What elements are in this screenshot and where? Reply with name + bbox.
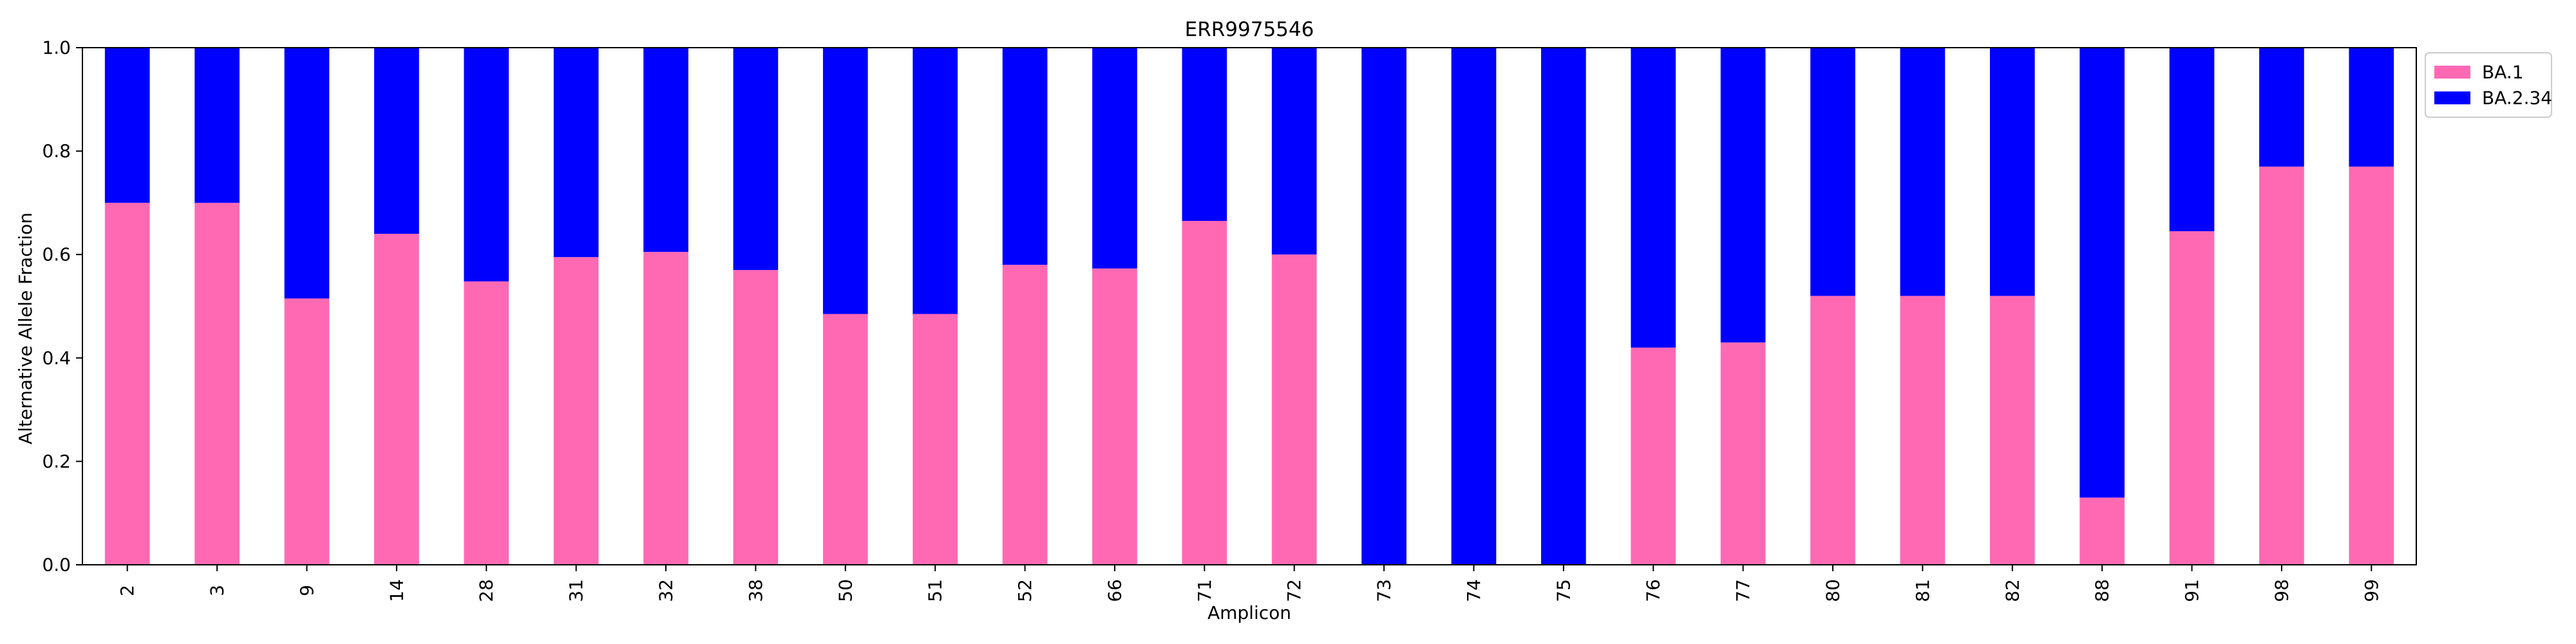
bar-BA.1-88	[2079, 497, 2125, 565]
bar-BA.2.34-51	[913, 48, 958, 314]
legend-label-BA.2.34: BA.2.34	[2482, 88, 2552, 109]
x-axis: 2 3 9 14 28 31 32 38 50 51 52 66 71 72 73 74 75 76 77 80 81 8…	[117, 565, 2382, 602]
x-tick-label: 75	[1553, 579, 1574, 602]
x-tick-label: 66	[1104, 579, 1125, 602]
x-tick-label: 72	[1283, 579, 1305, 602]
x-tick-label: 73	[1374, 579, 1395, 602]
bar-BA.2.34-99	[2349, 48, 2394, 167]
bar-BA.2.34-88	[2079, 48, 2125, 498]
bar-BA.2.34-32	[643, 48, 688, 252]
bar-BA.2.34-81	[1900, 48, 1946, 296]
bar-BA.2.34-76	[1631, 48, 1676, 348]
x-tick-label: 98	[2271, 579, 2292, 602]
x-axis-label: Amplicon	[1208, 602, 1291, 623]
x-tick-label: 28	[476, 579, 497, 602]
y-tick-label: 0.4	[42, 347, 71, 368]
bar-BA.2.34-72	[1271, 48, 1317, 255]
x-tick-label: 50	[835, 579, 856, 602]
x-tick-label: 82	[2002, 579, 2023, 602]
bar-BA.2.34-3	[194, 48, 240, 203]
bar-BA.2.34-80	[1810, 48, 1855, 296]
bar-BA.2.34-77	[1720, 48, 1766, 343]
x-tick-label: 2	[117, 585, 138, 596]
plot-frame	[82, 47, 2417, 565]
legend-swatch-BA.1	[2434, 66, 2470, 79]
x-tick-label: 3	[207, 585, 228, 596]
legend: BA.1 BA.2.34	[2425, 52, 2552, 118]
chart-title: ERR9975546	[1185, 18, 1314, 41]
bar-BA.2.34-2	[104, 48, 150, 203]
bar-BA.2.34-82	[1989, 48, 2035, 296]
x-tick-label: 32	[656, 579, 677, 602]
x-tick-label: 76	[1643, 579, 1664, 602]
x-tick-label: 38	[745, 579, 766, 602]
bar-BA.2.34-98	[2259, 48, 2304, 167]
bar-BA.1-52	[1002, 265, 1048, 565]
y-tick-label: 0.2	[42, 451, 71, 472]
bar-BA.2.34-52	[1002, 48, 1048, 265]
bar-BA.2.34-74	[1451, 48, 1497, 565]
bar-BA.1-80	[1810, 296, 1855, 565]
x-tick-label: 99	[2361, 579, 2382, 602]
y-axis-label: Alternative Allele Fraction	[15, 213, 36, 444]
bar-BA.1-31	[553, 257, 599, 565]
x-tick-label: 80	[1823, 579, 1844, 602]
bar-BA.2.34-91	[2169, 48, 2215, 232]
bar-BA.1-2	[104, 202, 150, 565]
x-tick-label: 81	[1912, 579, 1933, 602]
bar-BA.1-14	[374, 234, 419, 565]
bar-BA.2.34-71	[1182, 48, 1227, 222]
x-tick-label: 9	[296, 585, 317, 596]
bar-BA.1-28	[464, 281, 509, 565]
bar-BA.1-99	[2349, 166, 2394, 565]
bar-BA.1-77	[1720, 342, 1766, 565]
bar-BA.1-91	[2169, 231, 2215, 565]
bar-BA.1-72	[1271, 254, 1317, 565]
bar-BA.2.34-50	[822, 48, 868, 314]
bar-BA.1-51	[913, 314, 958, 565]
bar-BA.1-9	[284, 298, 330, 565]
x-tick-label: 88	[2092, 579, 2113, 602]
bar-BA.2.34-9	[284, 48, 330, 299]
x-tick-label: 31	[565, 579, 587, 602]
bar-BA.1-50	[822, 314, 868, 565]
x-tick-label: 74	[1463, 579, 1484, 602]
x-tick-label: 71	[1194, 579, 1215, 602]
legend-label-BA.1: BA.1	[2482, 62, 2524, 83]
x-tick-label: 52	[1014, 579, 1036, 602]
bar-BA.2.34-14	[374, 48, 419, 234]
bar-BA.1-38	[733, 270, 779, 565]
x-tick-label: 91	[2181, 579, 2202, 602]
bar-BA.1-76	[1631, 347, 1676, 565]
bar-BA.2.34-31	[553, 48, 599, 258]
bar-BA.2.34-73	[1361, 48, 1406, 565]
bar-BA.1-82	[1989, 296, 2035, 565]
bar-BA.2.34-75	[1541, 48, 1586, 565]
bar-BA.1-66	[1092, 268, 1137, 565]
y-tick-label: 1.0	[42, 37, 71, 59]
bar-BA.1-3	[194, 202, 240, 565]
legend-swatch-BA.2.34	[2434, 91, 2470, 104]
x-tick-label: 14	[386, 579, 407, 602]
bar-BA.1-98	[2259, 166, 2304, 565]
bars-layer	[104, 48, 2394, 565]
x-tick-label: 77	[1732, 579, 1754, 602]
y-tick-label: 0.0	[42, 554, 71, 576]
y-tick-label: 0.8	[42, 140, 71, 162]
bar-BA.2.34-38	[733, 48, 779, 270]
bar-BA.1-71	[1182, 221, 1227, 565]
y-axis: 0.0 0.2 0.4 0.6 0.8 1.0	[42, 37, 82, 576]
y-tick-label: 0.6	[42, 244, 71, 265]
bar-BA.2.34-28	[464, 48, 509, 281]
bar-BA.2.34-66	[1092, 48, 1137, 269]
bar-BA.1-81	[1900, 296, 1946, 565]
bar-BA.1-32	[643, 252, 688, 565]
x-tick-label: 51	[925, 579, 946, 602]
